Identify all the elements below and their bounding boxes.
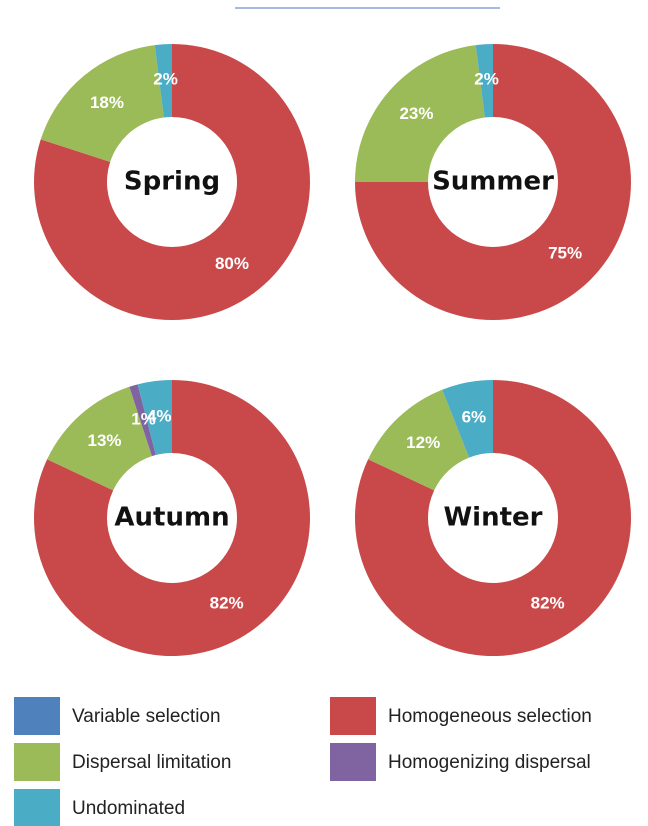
legend-label: Variable selection (72, 706, 221, 727)
value-label: 1% (131, 410, 156, 429)
chart-title: Summer (432, 167, 554, 197)
donut-slice (34, 380, 310, 656)
value-label: 2% (474, 70, 499, 89)
donut-slice (47, 386, 152, 491)
donut-slice (355, 380, 631, 657)
donut-slice (137, 380, 172, 456)
chart-title: Winter (444, 503, 543, 533)
value-label: 75% (548, 244, 582, 263)
value-label: 2% (153, 70, 178, 89)
value-label: 4% (147, 406, 172, 425)
donut-slice (355, 45, 485, 183)
legend-swatch (14, 697, 60, 735)
legend-swatch (14, 789, 60, 826)
donut-slice (442, 380, 493, 458)
legend-label: Homogeneous selection (388, 706, 592, 727)
donut-slice (154, 44, 172, 118)
donut-slice (475, 44, 493, 118)
value-label: 82% (210, 594, 244, 613)
donut-slice (129, 384, 156, 457)
legend-swatch (14, 743, 60, 781)
legend-label: Homogenizing dispersal (388, 752, 591, 773)
donut-slice (33, 44, 311, 320)
donut-slice (355, 44, 631, 320)
chart-title: Spring (124, 167, 220, 197)
value-label: 13% (88, 431, 122, 450)
value-label: 12% (406, 433, 440, 452)
legend-label: Undominated (72, 798, 185, 819)
value-label: 6% (462, 407, 487, 426)
donut-slice (368, 389, 470, 491)
value-label: 23% (399, 104, 433, 123)
value-label: 18% (90, 93, 124, 112)
chart-title: Autumn (114, 503, 229, 533)
legend-label: Dispersal limitation (72, 752, 231, 773)
value-label: 82% (531, 594, 565, 613)
donut-slice (40, 45, 164, 162)
legend-swatch (330, 697, 376, 735)
legend-swatch (330, 743, 376, 781)
value-label: 80% (215, 254, 249, 273)
